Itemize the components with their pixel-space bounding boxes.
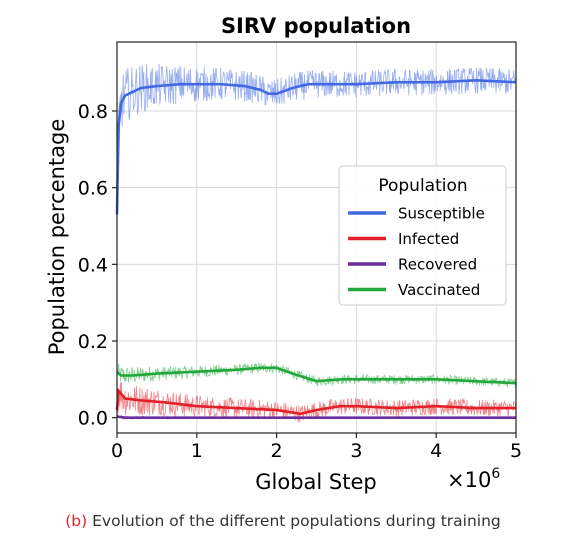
y-tick-label: 0.2: [78, 331, 108, 353]
caption-text: Evolution of the different populations d…: [92, 512, 501, 530]
y-tick-label: 0.0: [78, 408, 108, 430]
x-tick-label: 4: [430, 440, 442, 462]
figure-caption: (b) Evolution of the different populatio…: [0, 512, 566, 530]
series-recovered-line: [116, 415, 516, 419]
y-tick-label: 0.8: [78, 101, 108, 123]
plot-lines: [115, 63, 517, 423]
y-tick-label: 0.4: [78, 254, 108, 276]
chart-title: SIRV population: [221, 14, 411, 38]
series-vaccinated-raw: [116, 362, 517, 389]
caption-letter: (b): [65, 512, 88, 530]
series-infected-line: [115, 387, 516, 416]
series-susceptible-line: [115, 79, 517, 215]
legend-label: Infected: [398, 230, 459, 248]
legend-box: [338, 165, 507, 306]
plot-frame: [116, 41, 517, 434]
x-axis-multiplier: ×106: [447, 466, 500, 492]
series-vaccinated-line: [116, 366, 517, 385]
legend-label: Recovered: [398, 256, 477, 274]
legend-label: Susceptible: [398, 205, 485, 223]
x-tick-label: 3: [350, 440, 362, 462]
x-tick-label: 2: [271, 440, 283, 462]
axes: 0 1 2 3 4 5 0.0 0.2 0.4 0.6 0.8: [78, 101, 522, 462]
x-tick-label: 5: [510, 440, 522, 462]
legend-entries: Susceptible Infected Recovered Vaccinated: [348, 205, 485, 299]
y-tick-label: 0.6: [78, 178, 108, 200]
legend-title: Population: [378, 176, 467, 196]
legend: Population Susceptible Infected Recovered V…: [338, 165, 507, 306]
x-tick-label: 0: [111, 440, 123, 462]
series-susceptible-raw: [116, 63, 517, 212]
y-axis-label: Population percentage: [45, 119, 69, 356]
x-tick-label: 1: [191, 440, 203, 462]
x-axis-label: Global Step: [255, 470, 376, 494]
legend-label: Vaccinated: [398, 281, 480, 299]
